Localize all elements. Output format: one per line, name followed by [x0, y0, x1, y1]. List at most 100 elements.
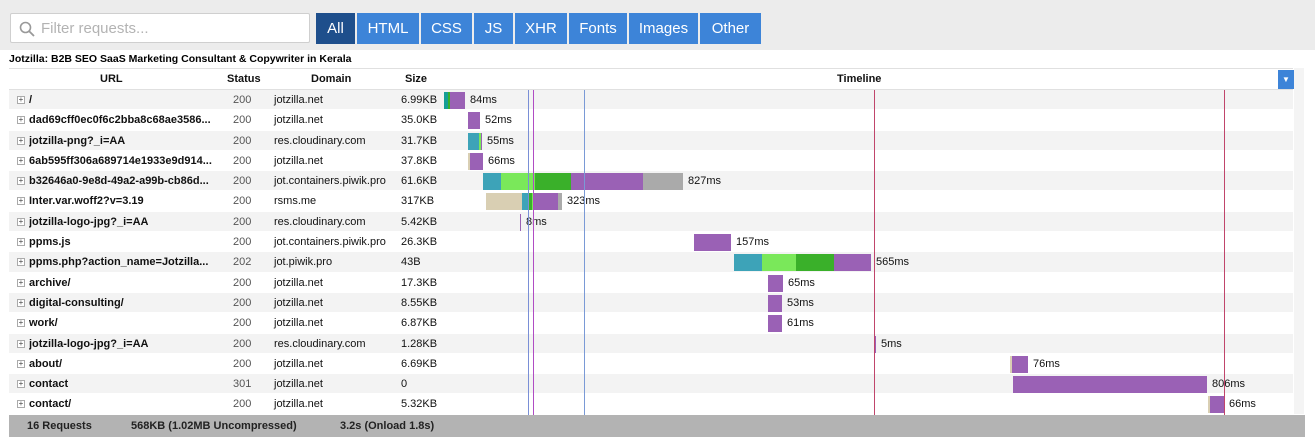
timing-segment[interactable] — [768, 315, 782, 333]
table-row[interactable]: + work/200 jotzilla.net 6.87KB 61ms — [9, 313, 1293, 334]
table-row[interactable]: + archive/200 jotzilla.net 17.3KB 65ms — [9, 272, 1293, 293]
request-url[interactable]: digital-consulting/ — [29, 296, 124, 309]
request-url[interactable]: jotzilla-png?_i=AA — [29, 134, 126, 147]
filter-images-button[interactable]: Images — [629, 13, 698, 44]
table-row[interactable]: + contact 301 jotzilla.net 0 806ms — [9, 374, 1293, 395]
timing-segment[interactable] — [1010, 355, 1012, 373]
timing-segment[interactable] — [768, 274, 783, 292]
timing-segment[interactable] — [528, 193, 532, 211]
timing-segment[interactable] — [796, 254, 834, 272]
scrollbar[interactable] — [1294, 68, 1304, 414]
expand-icon[interactable]: + — [17, 399, 25, 409]
request-url[interactable]: jotzilla-logo-jpg?_i=AA — [29, 337, 149, 350]
timing-segment[interactable] — [875, 335, 876, 353]
filter-requests-input[interactable] — [41, 19, 301, 37]
request-url[interactable]: contact — [29, 378, 69, 391]
timeline-column-header[interactable]: Timeline — [837, 73, 882, 85]
filter-other-button[interactable]: Other — [700, 13, 761, 44]
timing-segment[interactable] — [571, 173, 643, 191]
expand-icon[interactable]: + — [17, 196, 25, 206]
request-url[interactable]: b32646a0-9e8d-49a2-a99b-cb86d... — [29, 175, 209, 188]
timing-segment[interactable] — [834, 254, 871, 272]
table-row[interactable]: + / 200 jotzilla.net 6.99KB 84ms — [9, 90, 1293, 111]
timing-segment[interactable] — [444, 92, 448, 109]
expand-icon[interactable]: + — [17, 216, 25, 226]
table-row[interactable]: + ppms.js 200 jot.containers.piwik.pro 26.3K… — [9, 232, 1293, 253]
request-url[interactable]: ppms.php?action_name=Jotzilla... — [29, 256, 209, 269]
table-row[interactable]: + digital-consulting/200 jotzilla.net 8.55K… — [9, 292, 1293, 314]
timing-segment[interactable] — [501, 173, 535, 191]
request-url[interactable]: 6ab595ff306a689714e1933e9d914... — [29, 154, 212, 167]
request-url[interactable]: jotzilla-logo-jpg?_i=AA — [29, 215, 149, 228]
timing-segment[interactable] — [1210, 396, 1224, 414]
expand-icon[interactable]: + — [17, 358, 25, 368]
expand-icon[interactable]: + — [17, 318, 25, 328]
expand-icon[interactable]: + — [17, 379, 25, 389]
request-url[interactable]: / — [29, 94, 33, 106]
timing-segment[interactable] — [762, 254, 796, 272]
table-row[interactable]: + contact/200 jotzilla.net 5.32KB 66ms — [9, 394, 1293, 415]
table-row[interactable]: + dad69cff0ec0f6c2bba8c68ae3586... 200 jotz… — [9, 110, 1293, 131]
timing-segment[interactable] — [1208, 396, 1210, 414]
request-url[interactable]: ppms.js — [29, 236, 71, 249]
timing-segment[interactable] — [481, 132, 482, 150]
timing-segment[interactable] — [694, 234, 731, 252]
timing-segment[interactable] — [768, 294, 782, 312]
filter-box[interactable] — [10, 13, 310, 43]
timing-segment[interactable] — [470, 152, 483, 170]
timing-segment[interactable] — [468, 152, 470, 170]
expand-icon[interactable]: + — [17, 257, 25, 267]
timing-segment[interactable] — [558, 193, 562, 211]
timing-segment[interactable] — [486, 193, 522, 211]
table-row[interactable]: + jotzilla-logo-jpg?_i=AA 200 res.cloudinar… — [9, 211, 1293, 233]
expand-icon[interactable]: + — [17, 95, 25, 104]
filter-js-button[interactable]: JS — [474, 13, 513, 44]
timing-segment[interactable] — [1012, 355, 1028, 373]
table-row[interactable]: +6ab595ff306a689714e1933e9d914... 200 jotz… — [9, 150, 1293, 172]
request-domain: jotzilla.net — [274, 378, 323, 391]
filter-fonts-button[interactable]: Fonts — [569, 13, 627, 44]
expand-icon[interactable]: + — [17, 135, 25, 145]
timing-segment[interactable] — [450, 92, 465, 109]
expand-icon[interactable]: + — [17, 115, 25, 125]
timing-segment[interactable] — [479, 132, 481, 150]
timing-segment[interactable] — [535, 173, 571, 191]
table-row[interactable]: + jotzilla-logo-jpg?_i=AA 200 res.cloudinar… — [9, 333, 1293, 354]
request-url[interactable]: work/ — [29, 317, 58, 330]
filter-html-button[interactable]: HTML — [357, 13, 419, 44]
timing-segment[interactable] — [1013, 376, 1207, 394]
request-url[interactable]: about/ — [29, 357, 62, 370]
timing-segment[interactable] — [734, 254, 762, 272]
size-column-header[interactable]: Size — [405, 73, 428, 85]
request-url[interactable]: Inter.var.woff2?v=3.19 — [29, 195, 144, 208]
url-column-header[interactable]: URL — [100, 73, 123, 85]
expand-icon[interactable]: + — [17, 176, 25, 186]
filter-css-button[interactable]: CSS — [421, 13, 472, 44]
request-url[interactable]: archive/ — [29, 276, 71, 289]
filter-all-button[interactable]: All — [316, 13, 355, 44]
expand-icon[interactable]: + — [17, 277, 25, 287]
request-url[interactable]: dad69cff0ec0f6c2bba8c68ae3586... — [29, 114, 211, 127]
table-row[interactable]: + b32646a0-9e8d-49a2-a99b-cb86d... 200 jot.… — [9, 171, 1293, 192]
expand-icon[interactable]: + — [17, 338, 25, 348]
table-row[interactable]: + ppms.php?action_name=Jotzilla... 202 jot.… — [9, 252, 1293, 273]
expand-icon[interactable]: + — [17, 297, 25, 307]
timing-segment[interactable] — [520, 213, 521, 231]
expand-icon[interactable]: + — [17, 155, 25, 165]
filter-xhr-button[interactable]: XHR — [515, 13, 567, 44]
request-url[interactable]: contact/ — [29, 398, 72, 411]
expand-icon[interactable]: + — [17, 237, 25, 247]
timing-segment[interactable] — [448, 92, 450, 109]
timing-segment[interactable] — [643, 173, 683, 191]
status-column-header[interactable]: Status — [227, 73, 261, 85]
timeline-dropdown-button[interactable]: ▼ — [1278, 70, 1294, 89]
timing-segment[interactable] — [468, 132, 479, 150]
timing-segment[interactable] — [534, 193, 558, 211]
table-row[interactable]: + jotzilla-png?_i=AA 200 res.cloudinary.com… — [9, 130, 1293, 151]
table-row[interactable]: + Inter.var.woff2?v=3.19 200 rsms.me 317KB 32… — [9, 191, 1293, 212]
timing-segment[interactable] — [468, 112, 480, 130]
timing-segment[interactable] — [483, 173, 501, 191]
timing-segment[interactable] — [522, 193, 528, 211]
domain-column-header[interactable]: Domain — [311, 73, 352, 85]
table-row[interactable]: + about/200 jotzilla.net 6.69KB 76ms — [9, 353, 1293, 375]
